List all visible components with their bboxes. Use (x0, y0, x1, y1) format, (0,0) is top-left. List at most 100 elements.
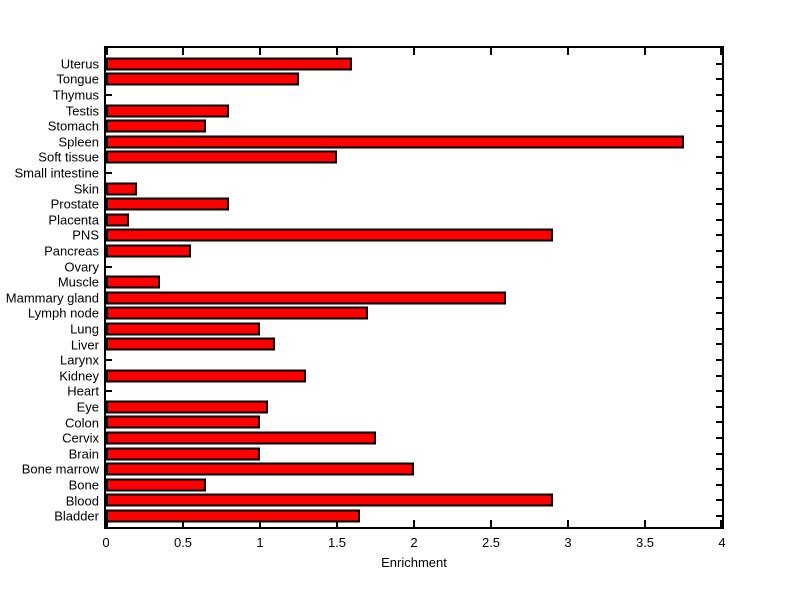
x-tick-top (720, 48, 722, 55)
bar-row-bone-marrow (106, 461, 722, 477)
bar-rows (106, 48, 722, 527)
bar-row-muscle (106, 274, 722, 290)
bar-row-bladder (106, 508, 722, 524)
y-tick-right (716, 78, 722, 81)
y-tick-right (716, 203, 722, 206)
y-tick-left (106, 93, 112, 96)
bar-row-brain (106, 446, 722, 462)
bar-mammary-gland (106, 291, 506, 305)
bar-tongue (106, 72, 299, 86)
bar-row-spleen (106, 134, 722, 150)
bar-pns (106, 228, 553, 242)
x-tick-top (106, 48, 108, 55)
y-tick-right (716, 437, 722, 440)
bar-kidney (106, 369, 306, 383)
bar-row-soft-tissue (106, 150, 722, 166)
y-tick-label-kidney: Kidney (59, 368, 99, 384)
x-tick-bottom (182, 520, 184, 527)
x-tick-label-3.5: 3.5 (635, 535, 655, 550)
bar-row-small-intestine (106, 165, 722, 181)
y-tick-label-skin: Skin (73, 181, 99, 197)
plot-area (104, 46, 724, 529)
y-tick-label-bone-marrow: Bone marrow (21, 461, 99, 477)
bar-bone-marrow (106, 462, 414, 476)
bar-row-prostate (106, 196, 722, 212)
y-tick-right (716, 265, 722, 268)
bar-lymph-node (106, 306, 368, 320)
y-tick-label-pancreas: Pancreas (44, 243, 99, 259)
y-tick-label-pns: PNS (72, 227, 99, 243)
x-tick-label-2: 2 (410, 535, 418, 550)
y-tick-right (716, 327, 722, 330)
bar-row-larynx (106, 352, 722, 368)
y-tick-label-liver: Liver (70, 337, 99, 353)
bar-pancreas (106, 244, 191, 258)
y-tick-label-ovary: Ovary (64, 259, 99, 275)
x-axis-label: Enrichment (381, 555, 447, 570)
bar-brain (106, 447, 260, 461)
y-tick-right (716, 156, 722, 159)
y-tick-left (106, 390, 112, 393)
y-tick-right (716, 483, 722, 486)
x-tick-top (413, 48, 415, 55)
bar-row-pancreas (106, 243, 722, 259)
bar-placenta (106, 213, 129, 227)
y-tick-label-placenta: Placenta (48, 212, 99, 228)
bar-row-mammary-gland (106, 290, 722, 306)
bar-eye (106, 400, 268, 414)
x-tick-label-0: 0 (102, 535, 110, 550)
y-tick-right (716, 390, 722, 393)
y-tick-right (716, 93, 722, 96)
x-tick-label-2.5: 2.5 (481, 535, 501, 550)
y-tick-label-bladder: Bladder (54, 508, 99, 524)
y-tick-label-muscle: Muscle (57, 274, 99, 290)
bar-bladder (106, 509, 360, 523)
y-tick-right (716, 125, 722, 128)
y-tick-right (716, 109, 722, 112)
y-tick-label-bone: Bone (68, 477, 99, 493)
y-tick-right (716, 296, 722, 299)
y-tick-right (716, 234, 722, 237)
y-tick-right (716, 187, 722, 190)
y-tick-left (106, 359, 112, 362)
y-tick-right (716, 343, 722, 346)
bar-bone (106, 478, 206, 492)
y-tick-right (716, 452, 722, 455)
y-tick-label-soft-tissue: Soft tissue (38, 149, 99, 165)
bar-uterus (106, 57, 352, 71)
bar-row-blood (106, 493, 722, 509)
y-tick-left (106, 171, 112, 174)
bar-muscle (106, 275, 160, 289)
y-tick-label-lung: Lung (70, 321, 99, 337)
bar-row-heart (106, 383, 722, 399)
y-tick-right (716, 374, 722, 377)
y-tick-label-testis: Testis (65, 103, 99, 119)
x-tick-label-3: 3 (564, 535, 572, 550)
y-tick-label-uterus: Uterus (60, 56, 99, 72)
x-tick-bottom (336, 520, 338, 527)
y-tick-right (716, 249, 722, 252)
bar-row-eye (106, 399, 722, 415)
bar-soft-tissue (106, 150, 337, 164)
x-tick-top (567, 48, 569, 55)
y-tick-label-heart: Heart (67, 383, 99, 399)
bar-row-pns (106, 228, 722, 244)
x-tick-label-4: 4 (718, 535, 726, 550)
bar-spleen (106, 135, 684, 149)
y-tick-label-spleen: Spleen (58, 134, 99, 150)
bar-skin (106, 182, 137, 196)
y-tick-right (716, 312, 722, 315)
x-tick-label-1.5: 1.5 (327, 535, 347, 550)
y-tick-right (716, 359, 722, 362)
bar-liver (106, 337, 275, 351)
bar-row-colon (106, 415, 722, 431)
bar-row-lymph-node (106, 306, 722, 322)
bar-row-tongue (106, 72, 722, 88)
x-tick-bottom (413, 520, 415, 527)
y-tick-label-tongue: Tongue (56, 71, 99, 87)
x-tick-label-1: 1 (256, 535, 264, 550)
bar-colon (106, 415, 260, 429)
x-tick-bottom (720, 520, 722, 527)
y-tick-label-mammary-gland: Mammary gland (5, 290, 99, 306)
bar-row-bone (106, 477, 722, 493)
